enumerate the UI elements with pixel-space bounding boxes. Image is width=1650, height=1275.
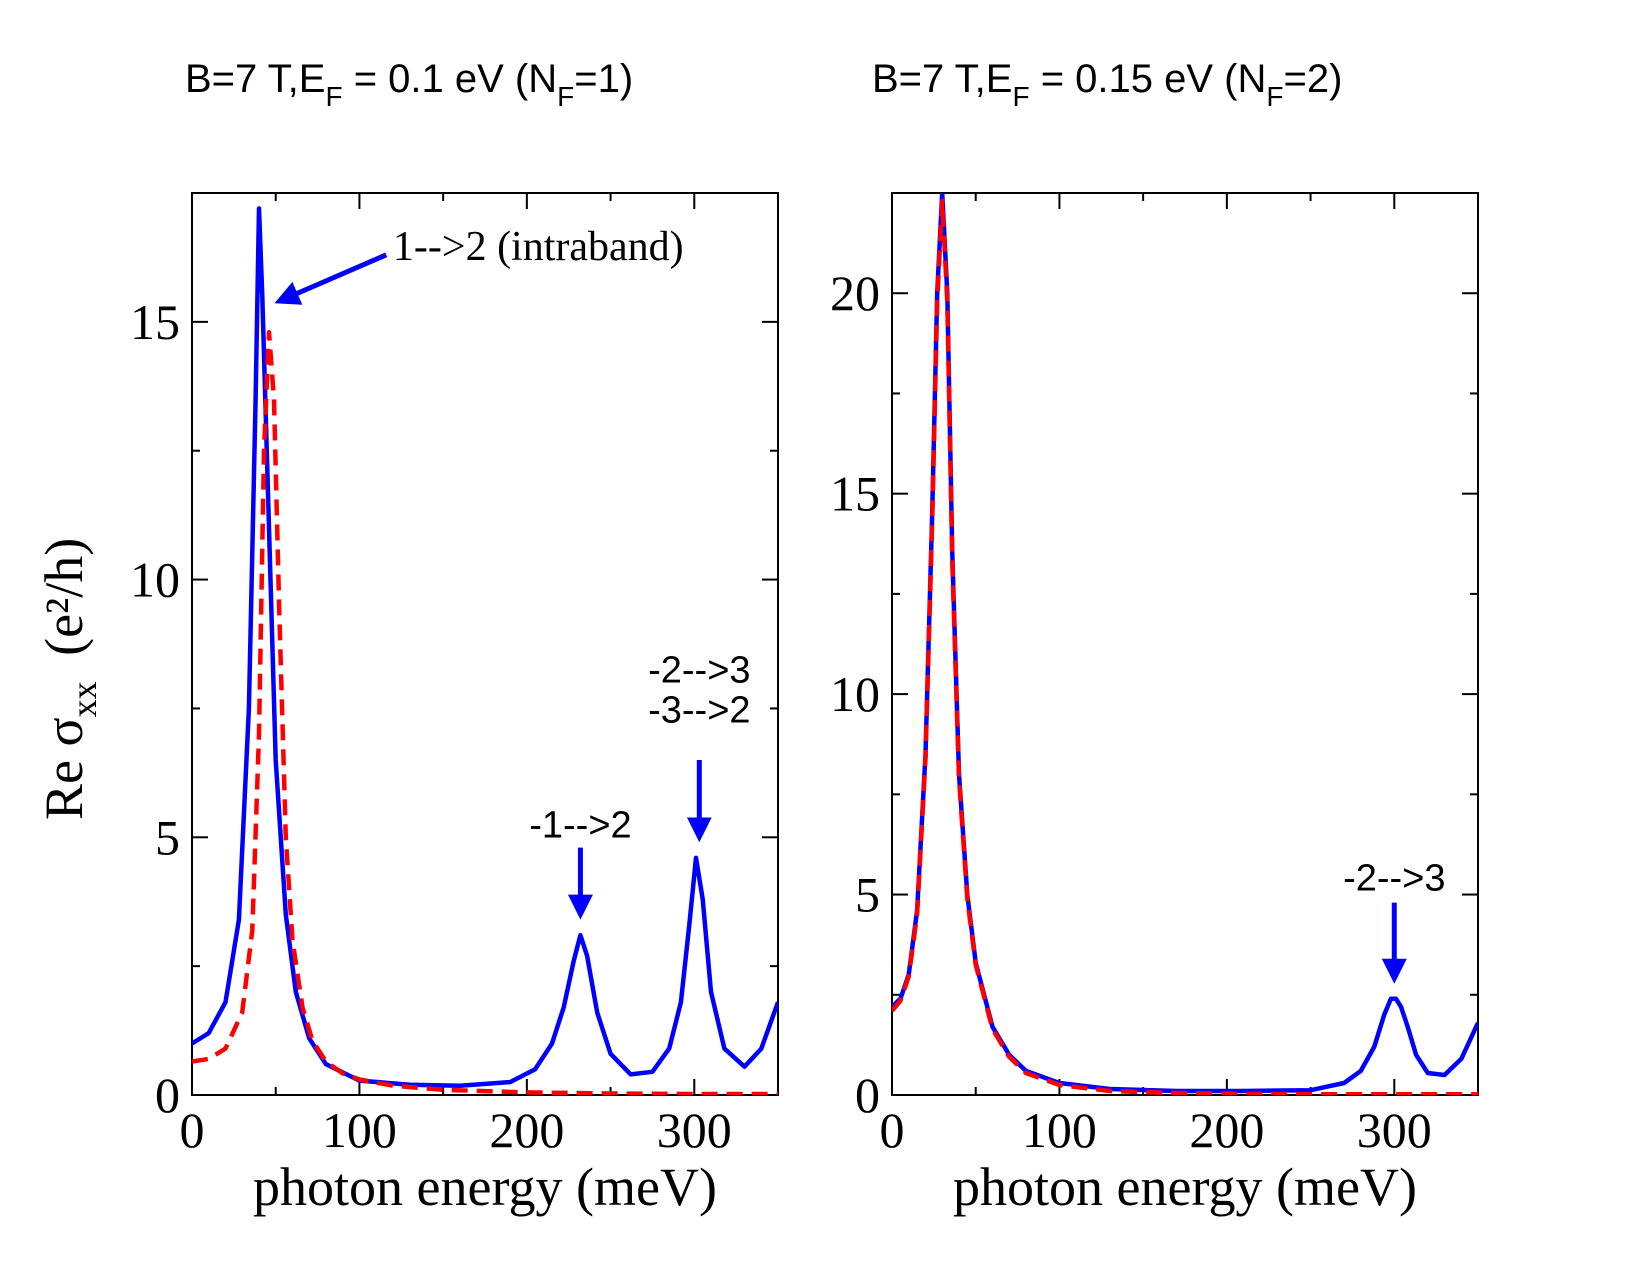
x-tick-label: 0 [880,1102,905,1158]
y-tick-label: 10 [130,552,180,608]
annotation-label: 1-->2 (intraband) [393,224,684,270]
dashed-series-line [892,198,1478,1095]
y-axis-label: Re σxx (e²/h) [34,538,104,820]
annotation-label: -2-->3 [1343,858,1445,900]
x-axis-label: photon energy (meV) [953,1157,1417,1217]
annotation-label: -3-->2 [648,690,750,732]
annotation-label: -1-->2 [529,804,631,846]
x-axis-label: photon energy (meV) [253,1157,717,1217]
y-tick-label: 20 [830,265,880,321]
annotation-arrow [274,252,388,305]
x-tick-label: 200 [1189,1102,1264,1158]
y-tick-label: 15 [830,466,880,522]
y-tick-label: 15 [130,294,180,350]
x-tick-label: 200 [489,1102,564,1158]
x-tick-label: 100 [322,1102,397,1158]
panel-2-title: B=7 T,EF = 0.15 eV (NF=2) [872,57,1342,112]
plot-area [192,206,778,1095]
solid-series-line [192,206,778,1088]
x-tick-label: 100 [1022,1102,1097,1158]
y-tick-label: 5 [855,867,880,923]
x-tick-label: 0 [180,1102,205,1158]
y-tick-label: 10 [830,666,880,722]
plot-area [892,193,1478,1095]
panel-2: 0 100 200 300 0 5 10 15 20 photon energy (meV) -2-… [830,192,1479,1217]
plot-frame [191,192,779,1096]
panel-1-title: B=7 T,EF = 0.1 eV (NF=1) [185,57,633,112]
x-tick-label: 300 [1357,1102,1432,1158]
panel-1: 0 100 200 300 0 5 10 15 photon energy (meV) 1-->2… [130,192,779,1217]
x-tick-label: 300 [657,1102,732,1158]
y-tick-label: 5 [155,809,180,865]
plot-frame [891,192,1479,1096]
y-tick-label: 0 [155,1067,180,1123]
solid-series-line [892,193,1478,1094]
annotation-label: -2-->3 [648,650,750,692]
dashed-series-line [192,329,778,1095]
y-tick-label: 0 [855,1067,880,1123]
